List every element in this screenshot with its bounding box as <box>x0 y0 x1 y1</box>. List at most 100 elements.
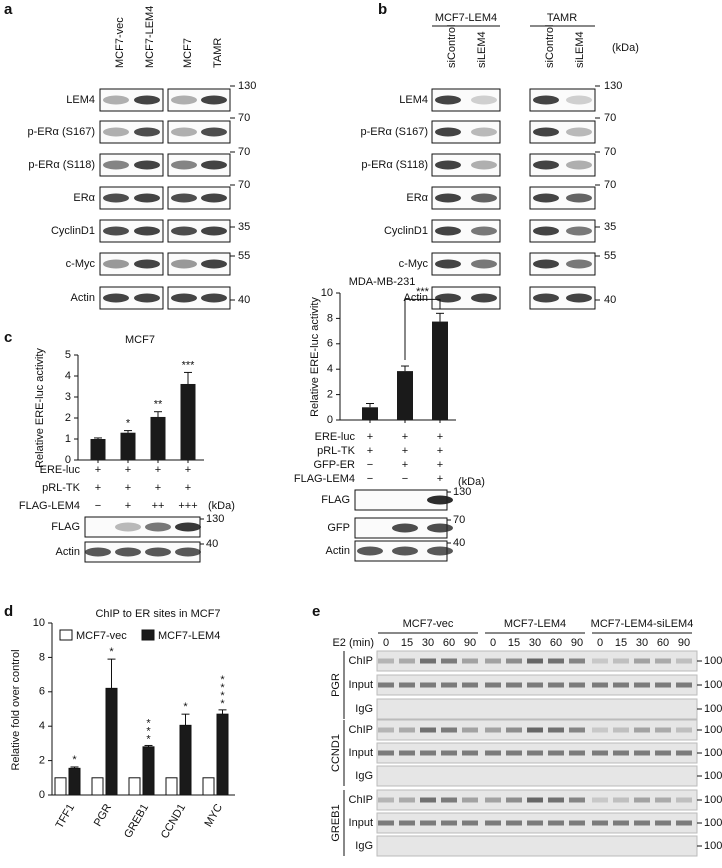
blot-band <box>566 160 592 170</box>
blot-band <box>171 193 197 203</box>
blot-band <box>171 293 197 303</box>
blot-band <box>533 293 559 303</box>
size-label: 100 bp <box>704 703 722 715</box>
blot-row-label: LEM4 <box>399 94 428 106</box>
kda-label: 35 <box>238 221 250 233</box>
x-tick-label: CCND1 <box>159 802 188 841</box>
blot-row-label: Actin <box>404 292 428 304</box>
blot-band <box>171 259 197 269</box>
gel-band <box>676 750 692 756</box>
blot-band <box>471 259 497 269</box>
blot-row-label: p-ERα (S167) <box>28 126 96 138</box>
y-tick-label: 0 <box>39 789 45 801</box>
gene-label: PGR <box>330 673 342 697</box>
bar <box>68 767 81 796</box>
time-label: 30 <box>529 637 541 649</box>
gel-band <box>462 820 478 826</box>
gel-band <box>441 750 457 756</box>
blot-box <box>529 120 596 144</box>
condition-mark: + <box>402 445 408 457</box>
x-tick-label: TFF1 <box>54 802 78 831</box>
bar <box>165 777 178 796</box>
lane-label: TAMR <box>212 38 224 68</box>
time-label: 90 <box>678 637 690 649</box>
y-tick-label: 2 <box>39 755 45 767</box>
time-label: 30 <box>636 637 648 649</box>
time-label: 15 <box>401 637 413 649</box>
gel-strip <box>376 835 698 857</box>
blot-band <box>175 522 201 532</box>
gel-band <box>378 727 394 733</box>
gel-band <box>548 797 564 803</box>
blot-band <box>201 259 227 269</box>
gel-band <box>441 797 457 803</box>
gel-band <box>592 727 608 733</box>
significance: * <box>146 717 151 729</box>
bar <box>202 777 215 796</box>
gel-band <box>462 658 478 664</box>
gel-row-label: Input <box>349 817 373 829</box>
blot-box <box>99 88 164 112</box>
blot-box <box>431 252 501 276</box>
blot-band <box>103 95 129 105</box>
kda-label: 70 <box>453 514 465 526</box>
blot-band <box>145 547 171 557</box>
group-label: MCF7-LEM4 <box>435 12 497 24</box>
blot-box <box>529 186 596 210</box>
blot-band <box>171 226 197 236</box>
y-axis-label: Relative fold over control <box>10 649 22 770</box>
kda-label: 55 <box>238 250 250 262</box>
chart-title: MCF7 <box>125 334 155 346</box>
condition-mark: + <box>155 464 161 476</box>
blot-band <box>171 160 197 170</box>
blot-band <box>201 95 227 105</box>
lane-label: siControl <box>544 25 556 68</box>
blot-band <box>566 95 592 105</box>
bar <box>180 383 196 460</box>
gel-band <box>485 727 501 733</box>
gel-row-label: ChIP <box>349 794 373 806</box>
condition-mark: + <box>437 473 443 485</box>
gel-band <box>462 797 478 803</box>
bar <box>397 371 413 420</box>
significance: ** <box>154 399 163 411</box>
blot-band <box>134 160 160 170</box>
gel-band <box>527 797 543 803</box>
gel-row-label: IgG <box>355 703 373 715</box>
blot-row-label: CyclinD1 <box>51 225 95 237</box>
panel-label: c <box>4 329 12 346</box>
y-tick-label: 1 <box>65 433 71 445</box>
gel-band <box>613 750 629 756</box>
blot-row-label: ERα <box>406 192 428 204</box>
bar <box>142 746 155 796</box>
panel-label: a <box>4 1 13 18</box>
blot-band <box>171 95 197 105</box>
chart-title: ChIP to ER sites in MCF7 <box>95 608 220 620</box>
gel-band <box>485 658 501 664</box>
gel-band <box>441 727 457 733</box>
blot-box <box>99 252 164 276</box>
gene-label: GREB1 <box>330 804 342 841</box>
gel-band <box>655 727 671 733</box>
gel-band <box>634 682 650 688</box>
lane-label: siLEM4 <box>574 31 586 68</box>
y-tick-label: 6 <box>327 338 333 350</box>
significance: *** <box>416 286 430 298</box>
blot-box <box>431 88 501 112</box>
blot-band <box>533 193 559 203</box>
time-label: 15 <box>508 637 520 649</box>
panel-label: e <box>312 603 320 620</box>
gel-band <box>592 682 608 688</box>
blot-band <box>85 547 111 557</box>
kda-label: 40 <box>604 294 616 306</box>
blot-row-label: FLAG <box>321 494 350 506</box>
time-label: 0 <box>597 637 603 649</box>
kda-label: 40 <box>238 294 250 306</box>
condition-mark: + <box>437 445 443 457</box>
blot-band <box>471 95 497 105</box>
group-label: MCF7-vec <box>403 618 454 630</box>
kda-label: 130 <box>238 80 256 92</box>
blot-box <box>431 219 501 243</box>
significance: * <box>146 725 151 737</box>
kda-label: 70 <box>604 179 616 191</box>
